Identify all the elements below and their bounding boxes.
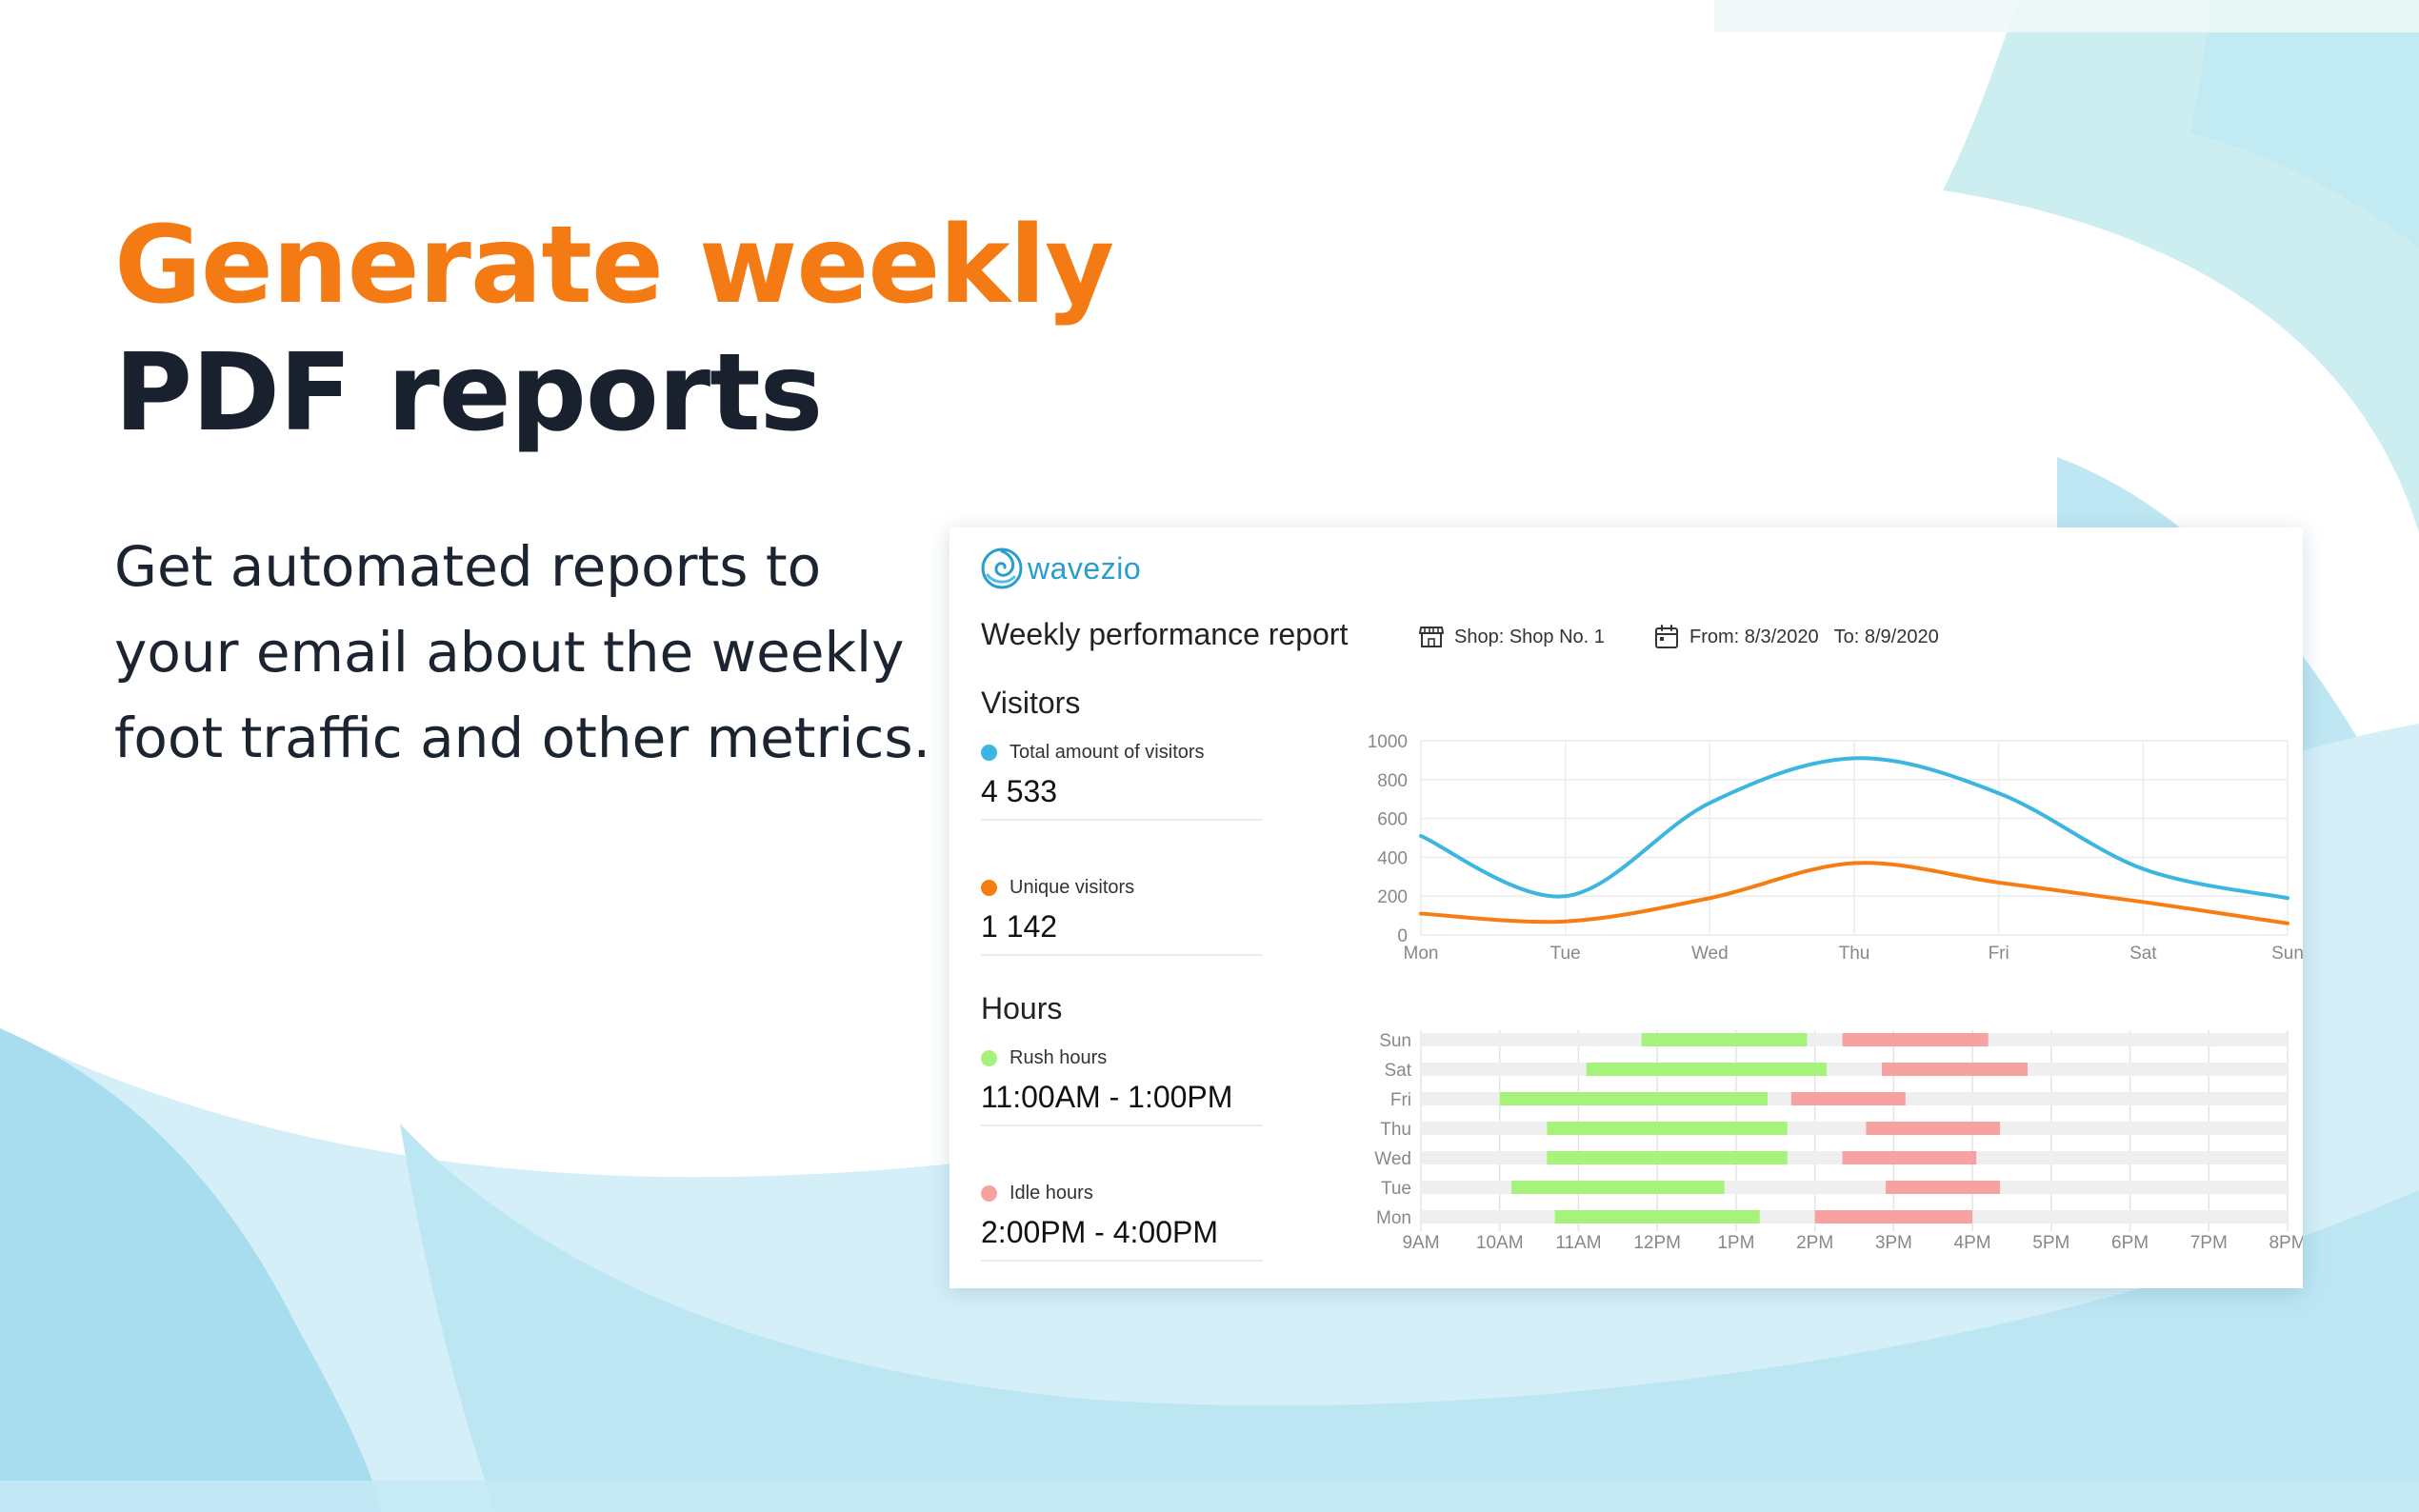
brand-logo: wavezio [980, 545, 1141, 592]
metric-rush-hours: Rush hours 11:00AM - 1:00PM [981, 1044, 1263, 1126]
x-tick-label: 6PM [2111, 1233, 2149, 1253]
metric-total-visitors: Total amount of visitors 4 533 [981, 739, 1263, 821]
idle-hours-legend-dot [981, 1184, 997, 1202]
date-to: To: 8/9/2020 [1833, 626, 1939, 647]
rush-hours-bar [1547, 1122, 1788, 1135]
date-from: From: 8/3/2020 [1689, 626, 1819, 647]
y-tick-label: 200 [1377, 887, 1408, 907]
x-tick-label: 3PM [1875, 1233, 1912, 1253]
y-tick-label: 600 [1377, 810, 1408, 830]
day-label: Sun [1379, 1031, 1411, 1051]
idle-hours-bar [1790, 1092, 1906, 1105]
visitors-line-chart: 0 200 400 600 800 1000 Mon Tue Wed Thu Fri Sat Sun [1368, 732, 2303, 964]
hours-range-chart: 9AM 10AM 11AM 12PM 1PM 2PM 3PM 4PM 5PM 6PM 7PM 8PM S… [1374, 1030, 2303, 1253]
rush-hours-legend-dot [981, 1049, 997, 1066]
report-preview-card: wavezio Weekly performance report Shop: … [950, 527, 2303, 1288]
x-tick-label: 7PM [2190, 1233, 2228, 1253]
day-label: Fri [1390, 1090, 1411, 1110]
x-tick-label: Sun [2271, 944, 2303, 964]
row-track [1421, 1063, 2288, 1076]
day-label: Tue [1381, 1179, 1411, 1199]
idle-hours-bar [1886, 1181, 2001, 1194]
x-tick-label: 5PM [2032, 1233, 2069, 1253]
idle-hours-bar [1842, 1151, 1977, 1164]
idle-hours-value: 2:00PM - 4:00PM [981, 1215, 1218, 1249]
x-tick-label: Tue [1550, 944, 1581, 964]
rush-hours-label: Rush hours [1010, 1046, 1108, 1068]
metric-unique-visitors: Unique visitors 1 142 [981, 874, 1263, 956]
hours-heading: Hours [981, 991, 1063, 1025]
metric-idle-hours: Idle hours 2:00PM - 4:00PM [981, 1180, 1263, 1262]
unique-visitors-label: Unique visitors [1010, 876, 1135, 898]
x-tick-label: Sat [2129, 944, 2157, 964]
rush-hours-bar [1586, 1063, 1828, 1076]
rush-hours-bar [1554, 1210, 1760, 1224]
y-tick-label: 400 [1377, 848, 1408, 868]
headline-line-1: Generate weekly [114, 204, 1114, 328]
total-visitors-legend-dot [981, 744, 997, 761]
rush-hours-bar [1511, 1181, 1725, 1194]
day-label: Wed [1374, 1149, 1411, 1169]
idle-hours-bar [1842, 1033, 1989, 1046]
x-tick-label: Wed [1691, 944, 1729, 964]
date-range: From: 8/3/2020 To: 8/9/2020 [1653, 624, 1939, 650]
idle-hours-bar [1881, 1063, 2028, 1076]
x-tick-label: 9AM [1402, 1233, 1439, 1253]
store-icon [1419, 627, 1444, 647]
headline-line-2: PDF reports [114, 331, 823, 455]
wave-swirl-icon [981, 547, 1023, 589]
x-tick-label: 10AM [1476, 1233, 1524, 1253]
description: Get automated reports to your email abou… [114, 534, 931, 770]
rush-hours-bar [1641, 1033, 1808, 1046]
x-tick-label: 4PM [1954, 1233, 1991, 1253]
idle-hours-bar [1814, 1210, 1973, 1224]
y-tick-label: 0 [1397, 926, 1408, 946]
calendar-icon [1655, 625, 1678, 648]
y-tick-label: 1000 [1368, 732, 1408, 752]
visitors-heading: Visitors [981, 686, 1081, 720]
headline: Generate weekly PDF reports [114, 202, 1114, 457]
day-label: Mon [1376, 1208, 1411, 1228]
day-label: Sat [1384, 1061, 1411, 1081]
x-tick-label: Mon [1404, 944, 1439, 964]
total-visitors-value: 4 533 [981, 774, 1058, 808]
idle-hours-label: Idle hours [1010, 1182, 1093, 1204]
x-tick-label: 11AM [1555, 1233, 1601, 1253]
y-tick-label: 800 [1377, 771, 1408, 791]
idle-hours-bar [1866, 1122, 2001, 1135]
x-tick-label: Fri [1989, 944, 2009, 964]
rush-hours-bar [1547, 1151, 1788, 1164]
shop-label: Shop: Shop No. 1 [1454, 626, 1605, 647]
x-tick-label: 1PM [1717, 1233, 1754, 1253]
x-tick-label: Thu [1839, 944, 1870, 964]
brand-name: wavezio [1028, 550, 1142, 586]
report-title: Weekly performance report [981, 617, 1349, 651]
unique-visitors-value: 1 142 [981, 909, 1058, 944]
x-tick-label: 8PM [2269, 1233, 2303, 1253]
x-tick-label: 2PM [1796, 1233, 1833, 1253]
x-tick-label: 12PM [1633, 1233, 1681, 1253]
rush-hours-value: 11:00AM - 1:00PM [981, 1080, 1233, 1114]
unique-visitors-legend-dot [981, 879, 997, 896]
total-visitors-label: Total amount of visitors [1010, 741, 1205, 763]
day-label: Thu [1380, 1120, 1411, 1140]
shop-filter: Shop: Shop No. 1 [1418, 624, 1605, 650]
rush-hours-bar [1499, 1092, 1768, 1105]
